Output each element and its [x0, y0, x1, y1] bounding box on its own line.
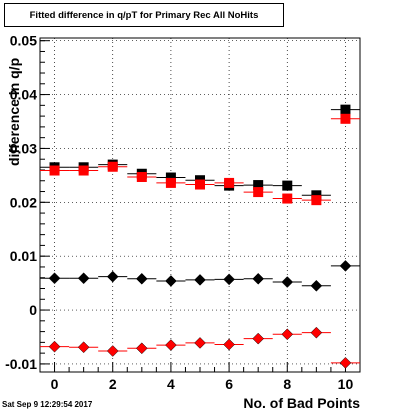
data-point-square	[253, 187, 264, 198]
data-point-diamond	[48, 272, 61, 285]
data-point-diamond	[339, 356, 352, 369]
data-point-square	[78, 165, 89, 176]
data-point-square	[49, 165, 60, 176]
x-tick-label: 8	[283, 376, 291, 392]
data-point-diamond	[252, 332, 265, 345]
data-point-diamond	[77, 341, 90, 354]
data-point-square	[282, 180, 293, 191]
data-point-diamond	[252, 272, 265, 285]
data-point-diamond	[310, 326, 323, 339]
data-point-diamond	[310, 279, 323, 292]
x-tick-label: 10	[338, 376, 354, 392]
data-point-diamond	[223, 338, 235, 351]
x-tick-label: 2	[109, 376, 117, 392]
data-point-diamond	[135, 342, 148, 355]
data-point-diamond	[165, 339, 177, 351]
data-point-diamond	[339, 260, 352, 272]
data-point-square	[136, 171, 147, 182]
data-point-square	[340, 104, 351, 115]
x-tick-label: 4	[167, 376, 175, 392]
data-point-square	[311, 195, 322, 206]
y-tick-label: 0.04	[10, 87, 37, 103]
data-point-diamond	[106, 270, 119, 283]
y-tick-label: 0.05	[10, 33, 37, 49]
data-point-diamond	[194, 337, 206, 349]
x-tick-label: 6	[225, 376, 233, 392]
data-point-diamond	[194, 274, 206, 286]
timestamp: Sat Sep 9 12:29:54 2017	[2, 400, 93, 409]
data-point-diamond	[135, 272, 148, 285]
data-point-square	[165, 172, 176, 183]
data-point-square	[195, 179, 205, 190]
chart-title: Fitted difference in q/pT for Primary Re…	[4, 3, 284, 27]
data-point-square	[340, 113, 351, 124]
data-point-diamond	[106, 345, 119, 357]
y-axis-label: difference in q/p	[6, 58, 22, 167]
y-tick-label: 0.02	[10, 194, 37, 210]
data-point-diamond	[223, 273, 235, 286]
data-point-square	[224, 177, 235, 188]
y-tick-label: 0.03	[10, 140, 37, 156]
data-point-diamond	[281, 276, 294, 288]
y-tick-label: 0	[29, 302, 37, 318]
data-point-square	[253, 180, 264, 191]
y-tick-label: -0.01	[5, 356, 37, 372]
x-tick-label: 0	[51, 376, 59, 392]
data-point-diamond	[165, 275, 177, 287]
data-point-square	[165, 177, 176, 188]
x-axis-label: No. of Bad Points	[243, 395, 360, 411]
data-point-square	[282, 193, 293, 204]
data-point-diamond	[48, 340, 61, 353]
data-point-diamond	[77, 272, 90, 285]
data-point-square	[107, 161, 118, 172]
y-tick-label: 0.01	[10, 248, 37, 264]
data-point-diamond	[281, 328, 294, 341]
